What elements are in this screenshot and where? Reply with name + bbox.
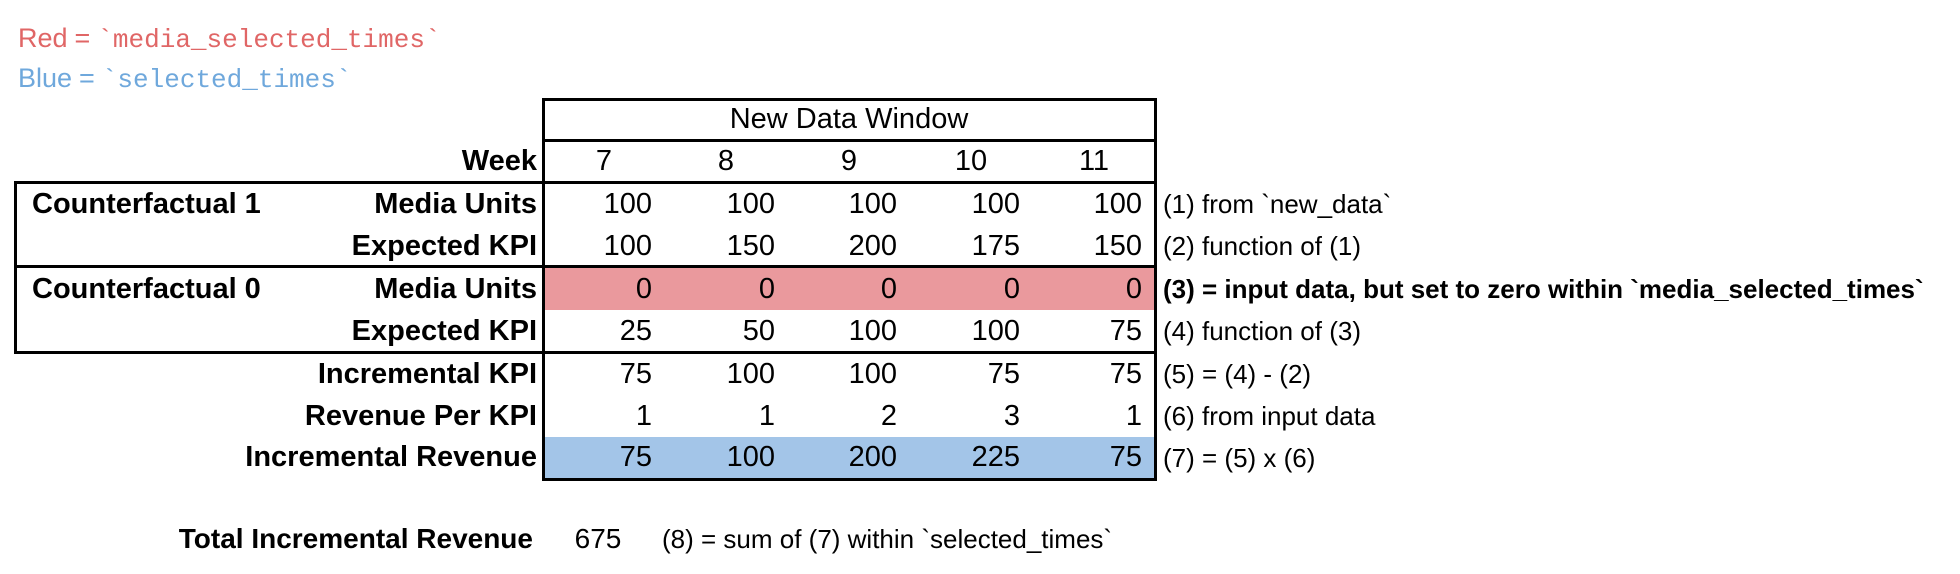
legend-blue-equals: = xyxy=(79,63,95,93)
week-header-cell: 9 xyxy=(840,145,858,177)
cell-value: 0 xyxy=(1003,273,1020,305)
table-line-bottom xyxy=(542,478,1157,481)
cell-value: 100 xyxy=(848,358,897,390)
table-row-selected-times: Incremental Revenue 75 100 200 225 75 (7… xyxy=(0,437,1960,478)
cell-value: 0 xyxy=(880,273,897,305)
legend-red-line: Red = `media_selected_times` xyxy=(18,18,441,58)
cell-value: 3 xyxy=(1003,400,1020,432)
cell-value: 1 xyxy=(635,400,652,432)
cell-value: 0 xyxy=(1125,273,1142,305)
cell-value: 100 xyxy=(726,441,775,473)
cell-value: 0 xyxy=(635,273,652,305)
row-annotation: (4) function of (3) xyxy=(1163,316,1361,346)
cell-value: 150 xyxy=(1093,230,1142,262)
week-header-cell: 10 xyxy=(954,145,988,177)
cell-value: 100 xyxy=(848,188,897,220)
table-row: Media Units 100 100 100 100 100 (1) from… xyxy=(0,183,1960,225)
legend-red-label: Red xyxy=(18,23,68,53)
row-label: Incremental Revenue xyxy=(245,441,537,473)
cell-value: 100 xyxy=(1093,188,1142,220)
highlight-blue-row xyxy=(545,437,1154,478)
legend-red-equals: = xyxy=(74,23,91,53)
table-line-data-right xyxy=(1154,98,1157,481)
cell-value: 100 xyxy=(971,188,1020,220)
week-row-label: Week xyxy=(461,145,537,177)
total-label: Total Incremental Revenue xyxy=(178,523,533,554)
legend-red-code: `media_selected_times` xyxy=(97,25,441,55)
row-annotation: (3) = input data, but set to zero within… xyxy=(1163,274,1924,304)
total-value: 675 xyxy=(574,523,622,554)
cell-value: 100 xyxy=(603,230,652,262)
group-label-counterfactual-1: Counterfactual 1 xyxy=(32,188,261,220)
table-line-cf-divider xyxy=(14,265,1157,268)
cell-value: 1 xyxy=(758,400,775,432)
cell-value: 75 xyxy=(619,358,652,390)
week-header-cell: 11 xyxy=(1078,145,1110,177)
legend-blue-label: Blue xyxy=(18,63,73,93)
row-label: Media Units xyxy=(374,188,537,220)
row-annotation: (6) from input data xyxy=(1163,401,1376,431)
cell-value: 100 xyxy=(848,315,897,347)
row-label: Incremental KPI xyxy=(317,358,537,390)
cell-value: 0 xyxy=(758,273,775,305)
table-row: Expected KPI 25 50 100 100 75 (4) functi… xyxy=(0,310,1960,352)
cell-value: 50 xyxy=(742,315,775,347)
row-label: Media Units xyxy=(374,273,537,305)
legend-blue-code: `selected_times` xyxy=(101,65,352,95)
cell-value: 75 xyxy=(987,358,1020,390)
cell-value: 75 xyxy=(1109,358,1142,390)
total-row: Total Incremental Revenue 675 (8) = sum … xyxy=(0,518,1960,560)
cell-value: 25 xyxy=(619,315,652,347)
table-row: Expected KPI 100 150 200 175 150 (2) fun… xyxy=(0,225,1960,267)
table-row: Incremental KPI 75 100 100 75 75 (5) = (… xyxy=(0,353,1960,395)
cell-value: 1 xyxy=(1125,400,1142,432)
table-line-below-cf0 xyxy=(14,351,1157,354)
cell-value: 100 xyxy=(726,188,775,220)
table-header-new-data-window: New Data Window xyxy=(729,103,969,135)
table-row-media-selected-times: Media Units 0 0 0 0 0 (3) = input data, … xyxy=(0,268,1960,310)
table-line-data-left xyxy=(542,98,545,481)
table-line-top xyxy=(542,98,1157,101)
legend-blue-line: Blue = `selected_times` xyxy=(18,58,351,98)
table-line-below-header xyxy=(542,139,1157,142)
week-row: Week 7 8 9 10 11 xyxy=(0,141,1960,182)
row-annotation: (5) = (4) - (2) xyxy=(1163,359,1312,389)
cell-value: 2 xyxy=(880,400,897,432)
group-label-counterfactual-0: Counterfactual 0 xyxy=(32,273,261,305)
cell-value: 225 xyxy=(971,441,1020,473)
row-label: Revenue Per KPI xyxy=(304,400,537,432)
cell-value: 150 xyxy=(726,230,775,262)
week-header-cell: 8 xyxy=(717,145,735,177)
cell-value: 200 xyxy=(848,230,897,262)
cell-value: 75 xyxy=(1109,441,1142,473)
total-annotation: (8) = sum of (7) within `selected_times` xyxy=(662,524,1113,554)
table-row: Revenue Per KPI 1 1 2 3 1 (6) from input… xyxy=(0,395,1960,437)
cell-value: 100 xyxy=(603,188,652,220)
cell-value: 75 xyxy=(619,441,652,473)
cell-value: 100 xyxy=(726,358,775,390)
cell-value: 200 xyxy=(848,441,897,473)
cell-value: 100 xyxy=(971,315,1020,347)
row-annotation: (2) function of (1) xyxy=(1163,231,1361,261)
row-annotation: (7) = (5) x (6) xyxy=(1163,443,1316,473)
row-label: Expected KPI xyxy=(351,315,537,347)
cell-value: 75 xyxy=(1109,315,1142,347)
week-header-cell: 7 xyxy=(595,145,613,177)
row-label: Expected KPI xyxy=(351,230,537,262)
cell-value: 175 xyxy=(971,230,1020,262)
row-annotation: (1) from `new_data` xyxy=(1163,189,1392,219)
highlight-red-row xyxy=(545,268,1154,310)
table-line-below-week xyxy=(14,181,1157,184)
table-line-label-left xyxy=(14,181,17,354)
